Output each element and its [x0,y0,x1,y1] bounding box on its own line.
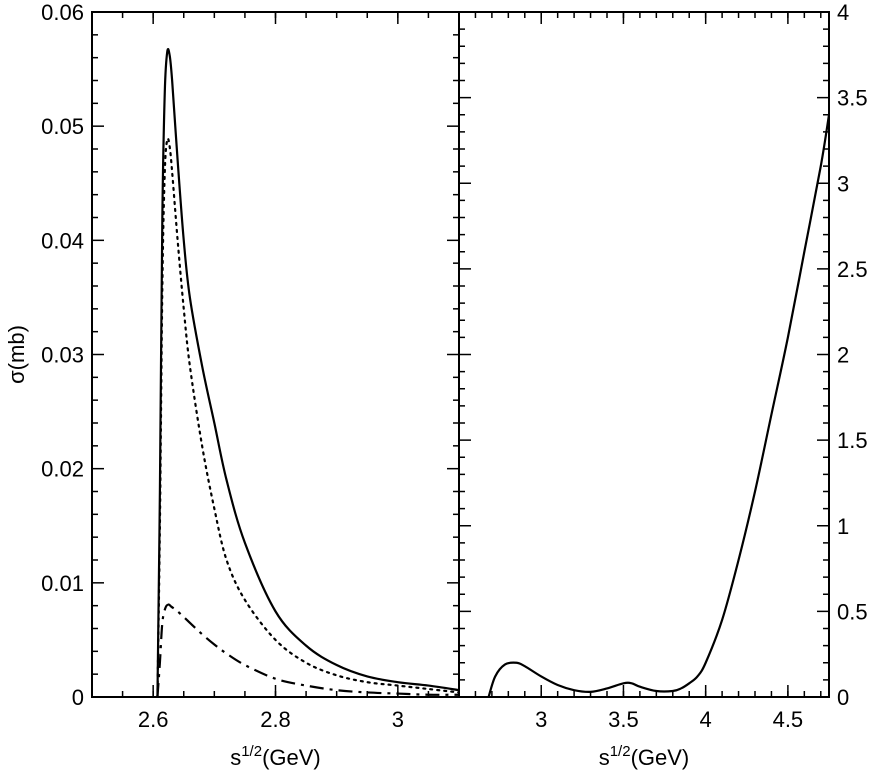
x-axis-label-sup: 1/2 [610,743,631,760]
plot-frame [458,11,830,698]
x-tick-label: 3.5 [608,707,639,732]
x-axis-label-sup: 1/2 [241,743,262,760]
x-tick-label: 3 [535,707,547,732]
y-tick-label: 1.5 [837,428,868,453]
x-axis-label: s1/2(GeV) [599,743,690,770]
y-tick-label: 1 [837,514,849,539]
y-tick-label: 2.5 [837,257,868,282]
y-tick-label: 0.5 [837,599,868,624]
series-line-solid [156,48,459,697]
y-tick-label: 0.06 [41,0,84,25]
series-line-dotted [156,137,459,697]
y-tick-label: 0.04 [41,228,84,253]
x-axis-label-base: s [230,745,241,770]
x-tick-label: 2.6 [138,707,169,732]
y-tick-label: 0.05 [41,114,84,139]
y-tick-label: 0.02 [41,457,84,482]
y-tick-label: 0 [837,685,849,710]
x-tick-label: 4.5 [773,707,804,732]
right-panel: 3 3.5 4 4.5 0 0.5 1 1.5 2 2.5 3 3.5 4 s1/2(GeV) [458,0,868,770]
y-axis-label: σ(mb) [4,325,29,384]
y-tick-label: 4 [837,0,849,25]
y-tick-label: 3.5 [837,86,868,111]
x-tick-label: 3 [392,707,404,732]
x-tick-label: 4 [700,707,712,732]
x-axis-label-base: s [599,745,610,770]
series-line-dash-dot [156,603,459,697]
y-tick-label: 0.03 [41,343,84,368]
series-line-solid [487,114,829,697]
plot-frame [91,11,460,698]
x-axis-label-unit: (GeV) [631,745,690,770]
x-axis-label: s1/2(GeV) [230,743,321,770]
y-tick-label: 0 [72,685,84,710]
y-tick-label: 3 [837,171,849,196]
y-tick-label: 0.01 [41,571,84,596]
left-panel: 2.6 2.8 3 0 0.01 0.02 0.03 0.04 0.05 0.06 s1/2(GeV… [4,0,460,770]
x-tick-label: 2.8 [260,707,291,732]
x-axis-label-unit: (GeV) [262,745,321,770]
y-tick-label: 2 [837,343,849,368]
